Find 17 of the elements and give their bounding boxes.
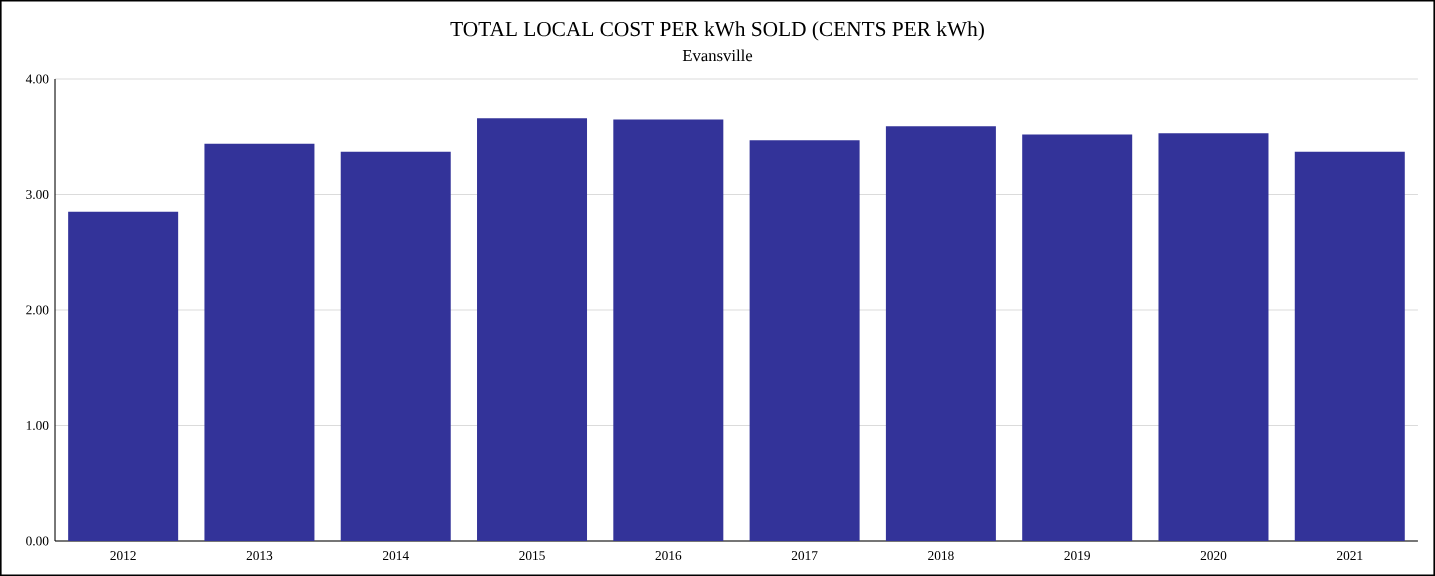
chart-title: TOTAL LOCAL COST PER kWh SOLD (CENTS PER kWh): [450, 21, 984, 41]
y-tick-label: 4.00: [25, 74, 49, 84]
x-tick-label: 2013: [246, 551, 273, 561]
x-tick-label: 2012: [110, 551, 136, 561]
x-tick-label: 2016: [655, 551, 682, 561]
x-tick-label: 2020: [1200, 551, 1227, 561]
x-tick-label: 2014: [382, 551, 409, 561]
x-tick-label: 2021: [1337, 551, 1363, 561]
y-tick-label: 1.00: [26, 420, 49, 431]
x-tick-label: 2015: [519, 551, 545, 561]
y-tick-label: 3.00: [26, 189, 49, 200]
y-tick-label: 0.00: [26, 536, 49, 546]
x-tick-label: 2018: [928, 551, 954, 561]
x-tick-label: 2019: [1064, 551, 1090, 561]
y-tick-label: 2.00: [26, 305, 49, 315]
chart-subtitle: Evansville: [682, 49, 753, 62]
x-tick-label: 2017: [791, 551, 818, 561]
